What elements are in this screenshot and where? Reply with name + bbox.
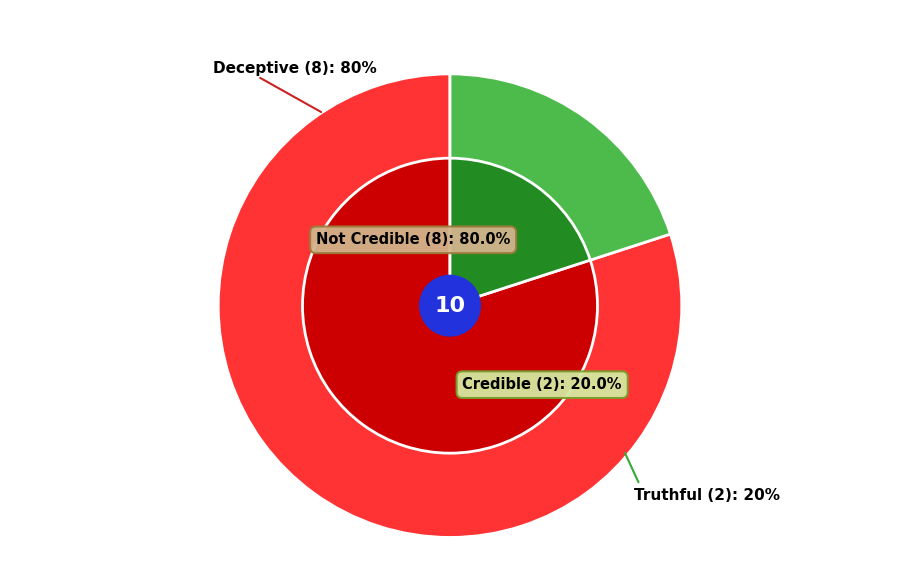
Wedge shape (450, 158, 590, 306)
Wedge shape (218, 74, 682, 538)
Wedge shape (450, 74, 670, 306)
Circle shape (419, 276, 481, 336)
Text: Truthful (2): 20%: Truthful (2): 20% (634, 488, 780, 503)
Text: Not Credible (8): 80.0%: Not Credible (8): 80.0% (316, 232, 510, 247)
Text: Deceptive (8): 80%: Deceptive (8): 80% (213, 61, 377, 76)
Text: Credible (2): 20.0%: Credible (2): 20.0% (463, 377, 622, 392)
Wedge shape (302, 158, 598, 453)
Text: 10: 10 (435, 295, 465, 316)
